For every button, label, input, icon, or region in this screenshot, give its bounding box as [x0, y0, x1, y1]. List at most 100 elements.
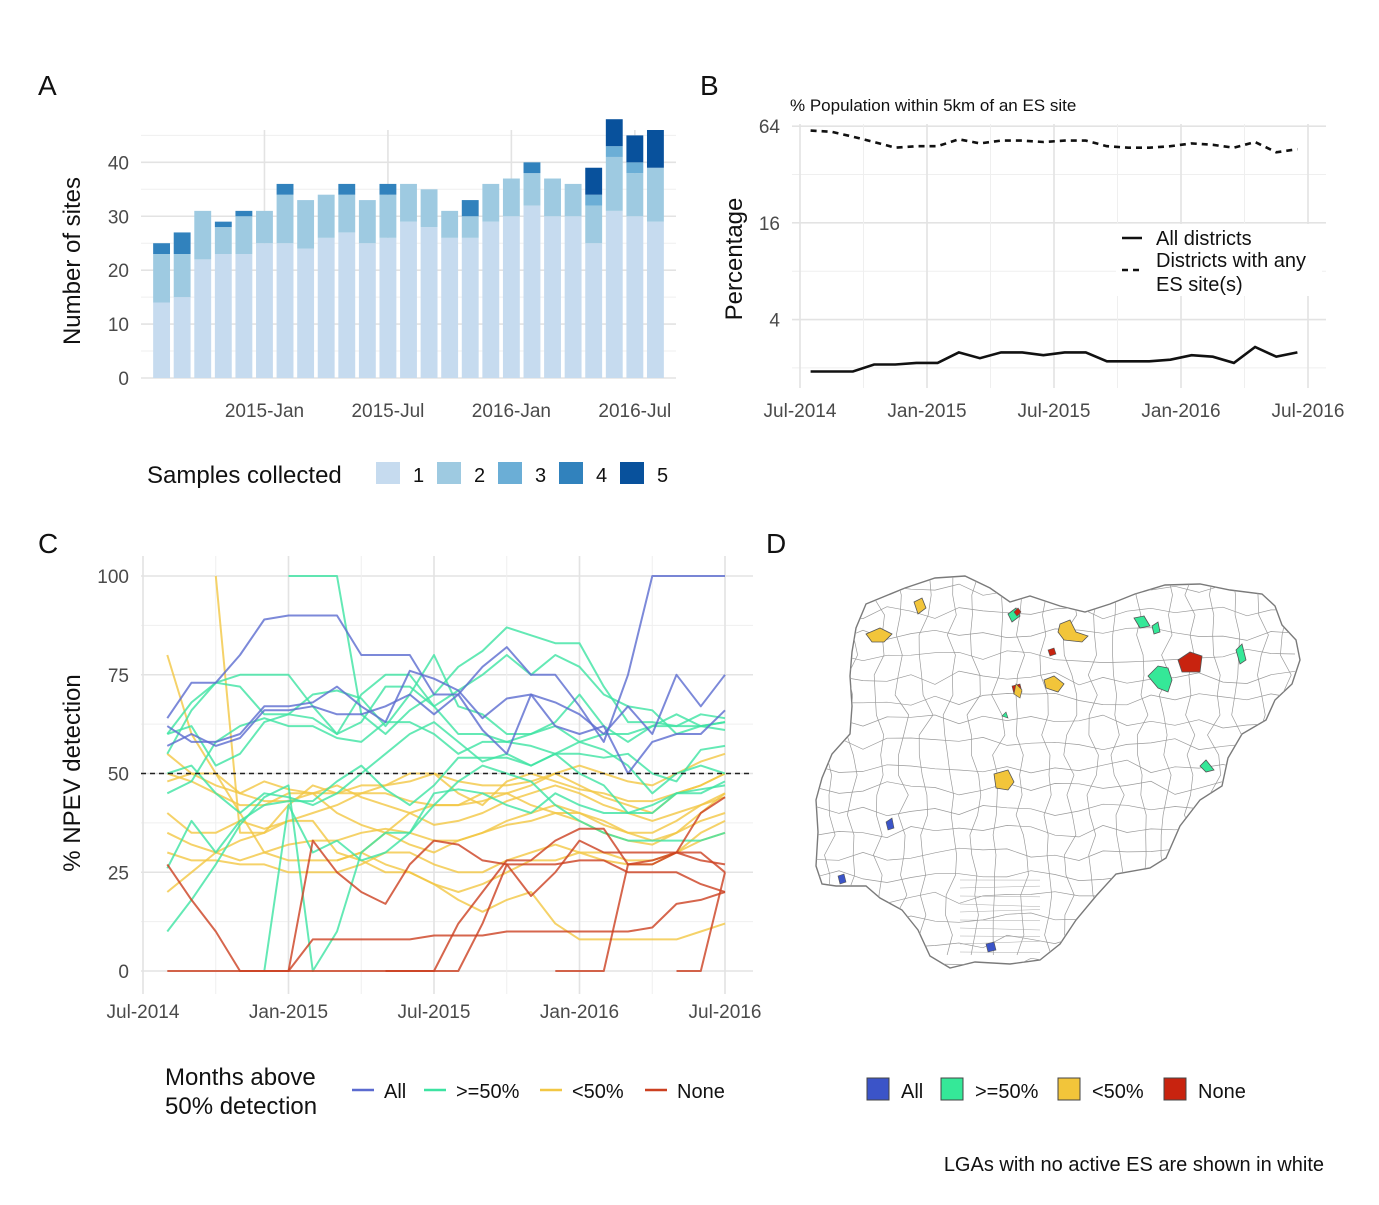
x-tick-label: Jul-2016: [689, 1002, 762, 1023]
lga-boundary: [966, 576, 982, 956]
lga-boundary: [816, 648, 1296, 663]
series-line: [166, 772, 726, 854]
panel-d-letter: D: [766, 528, 786, 559]
y-tick-label: 10: [108, 315, 129, 336]
lga-boundary: [816, 627, 1296, 641]
bar-segment: [173, 297, 191, 378]
lga-boundary: [942, 576, 957, 956]
lga-boundary: [1086, 576, 1100, 956]
series-line: [166, 669, 726, 743]
lga-below-50-kano: [1057, 619, 1089, 643]
lga-boundary: [918, 576, 934, 956]
series-line: [166, 752, 726, 869]
legend-label: <50%: [572, 1081, 624, 1103]
series-line: [166, 721, 726, 814]
bar-segment: [338, 183, 356, 195]
panel-b: B % Population within 5km of an ES site …: [700, 70, 1344, 422]
bar-segment: [544, 178, 561, 217]
y-tick-label: 4: [769, 311, 780, 332]
bar-segment: [544, 216, 561, 378]
bar-segment: [379, 237, 397, 378]
bar-segment: [338, 194, 356, 233]
x-tick-label: 2015-Jan: [225, 401, 304, 422]
bar-segment: [585, 194, 603, 206]
bar-segment: [605, 119, 623, 147]
legend-background: [1116, 224, 1322, 296]
lga-boundary: [959, 935, 1041, 937]
panel-d: D All >=50% <50% None: [766, 528, 1324, 1176]
legend-key: [559, 462, 583, 484]
series-line: [263, 784, 726, 972]
bar-segment: [605, 146, 623, 157]
lga-below-50-sokoto: [913, 597, 927, 615]
panel-c-legend-title-line2: 50% detection: [165, 1093, 317, 1120]
legend-label: ES site(s): [1156, 274, 1243, 296]
series-line: [166, 654, 726, 735]
panel-a-letter: A: [38, 70, 57, 101]
bar-segment: [173, 254, 191, 298]
lga-boundary: [816, 692, 1296, 706]
bar-segment: [420, 227, 438, 378]
panel-b-subtitle: % Population within 5km of an ES site: [790, 96, 1076, 115]
series-line: [166, 819, 726, 893]
x-tick-label: 2015-Jul: [351, 401, 424, 422]
bar-segment: [297, 200, 315, 249]
bar-segment: [400, 221, 417, 378]
bar-segment: [605, 156, 623, 211]
panel-b-x-ticks: Jul-2014 Jan-2015 Jul-2015 Jan-2016 Jul-2016: [764, 401, 1345, 422]
nigeria-map: [815, 575, 1301, 969]
lga-above-50-yobe2: [1151, 621, 1161, 635]
bar-segment: [317, 237, 335, 378]
lga-boundary: [816, 780, 1296, 796]
legend-key: [498, 462, 522, 484]
panel-a-y-ticks: 0 10 20 30 40: [108, 153, 129, 390]
panel-a-legend: Samples collected 1 2 3 4 5: [147, 462, 668, 489]
legend-label: 2: [474, 465, 485, 487]
y-tick-label: 30: [108, 207, 129, 228]
bar-segment: [338, 232, 356, 378]
nigeria-outline: [815, 575, 1301, 969]
bar-segment: [256, 243, 273, 378]
bar-segment: [626, 216, 644, 378]
series-line: [288, 796, 726, 972]
legend-label: None: [1198, 1081, 1246, 1103]
panel-a-y-axis-title: Number of sites: [59, 177, 86, 345]
series-line: [214, 575, 726, 834]
y-tick-label: 25: [108, 863, 129, 884]
bar-segment: [379, 194, 397, 238]
series-line: [555, 851, 726, 972]
legend-label: Districts with any: [1156, 250, 1306, 272]
bar-segment: [626, 135, 644, 163]
bar-segment: [317, 194, 335, 238]
bar-segment: [256, 210, 273, 244]
panel-a-legend-title: Samples collected: [147, 462, 342, 489]
legend-label: <50%: [1092, 1081, 1144, 1103]
lga-above-50-bauchi: [1147, 665, 1173, 693]
legend-label: >=50%: [456, 1081, 520, 1103]
x-tick-label: Jul-2015: [1018, 401, 1091, 422]
lga-boundary: [959, 919, 1041, 922]
legend-key: [1163, 1077, 1187, 1101]
bar-segment: [358, 200, 376, 244]
bar-segment: [297, 248, 315, 378]
panel-d-legend: All >=50% <50% None: [866, 1077, 1246, 1103]
bar-segment: [461, 200, 479, 217]
y-tick-label: 64: [759, 117, 781, 138]
series-line: [676, 872, 726, 972]
legend-label: All: [901, 1081, 923, 1103]
lga-boundary: [991, 576, 1006, 956]
lga-boundary: [959, 951, 1041, 953]
lga-boundary: [1015, 576, 1029, 956]
y-tick-label: 40: [108, 153, 129, 174]
bar-segment: [564, 216, 582, 378]
series-line: [166, 717, 726, 795]
bar-segment: [523, 205, 541, 378]
panel-b-y-ticks: 4 16 64: [759, 117, 781, 331]
panel-a-x-ticks: 2015-Jan 2015-Jul 2016-Jan 2016-Jul: [225, 401, 671, 422]
bar-segment: [379, 183, 397, 195]
lga-all-lagos: [837, 873, 847, 885]
bar-segment: [276, 243, 294, 378]
bar-segment: [194, 210, 212, 260]
lga-below-50-fct: [993, 769, 1015, 791]
